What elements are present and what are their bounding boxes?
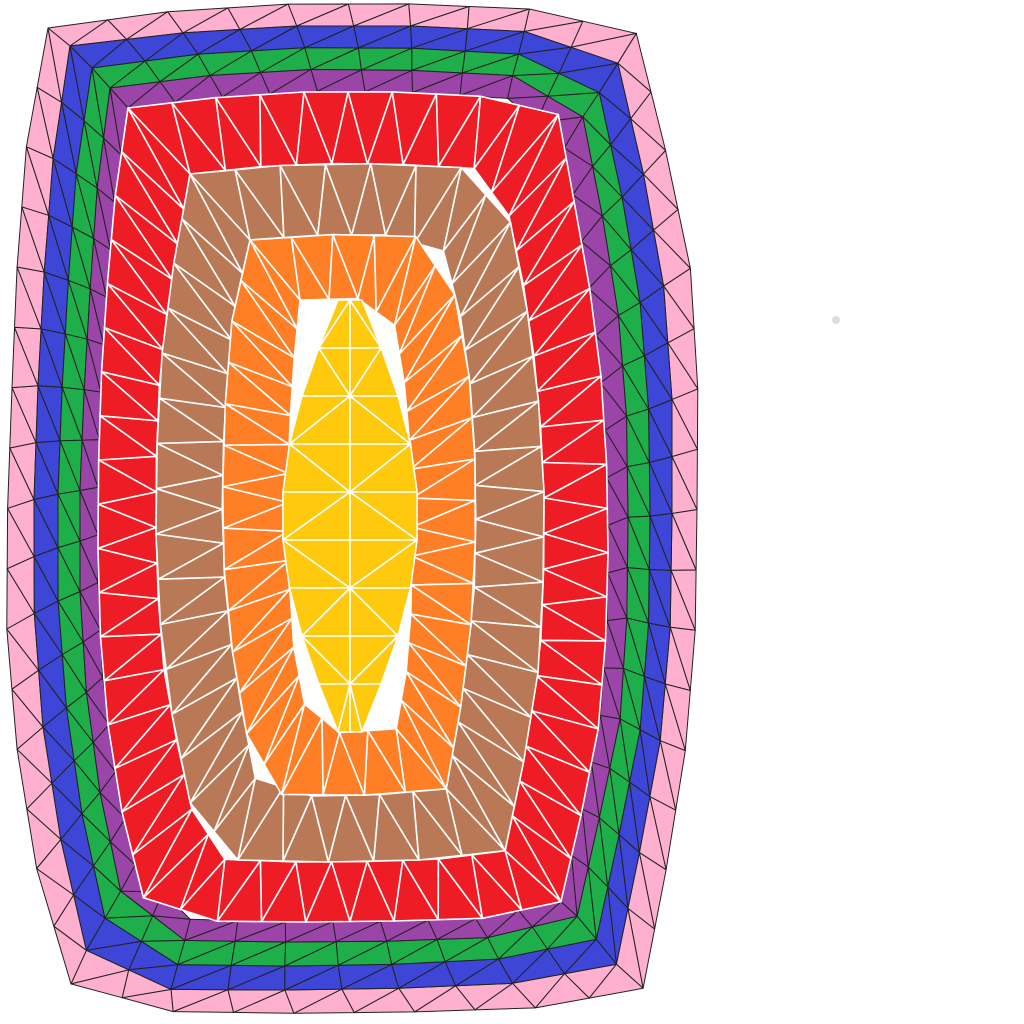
core-yellow-triangle xyxy=(349,491,418,541)
core-yellow-triangle xyxy=(349,587,412,637)
ring-blue xyxy=(33,25,673,991)
core-yellow-triangle xyxy=(349,395,412,445)
core-yellow-triangle xyxy=(349,299,383,349)
ring-green xyxy=(57,47,651,967)
core-yellow-triangle xyxy=(349,683,383,733)
ring-brown xyxy=(155,162,545,863)
rings-group xyxy=(6,3,699,1014)
core-group xyxy=(282,299,418,733)
stray-dot xyxy=(832,316,840,324)
ring-orange xyxy=(221,233,477,797)
ring-pink xyxy=(6,3,699,1014)
ring-orange-triangle xyxy=(249,239,301,330)
